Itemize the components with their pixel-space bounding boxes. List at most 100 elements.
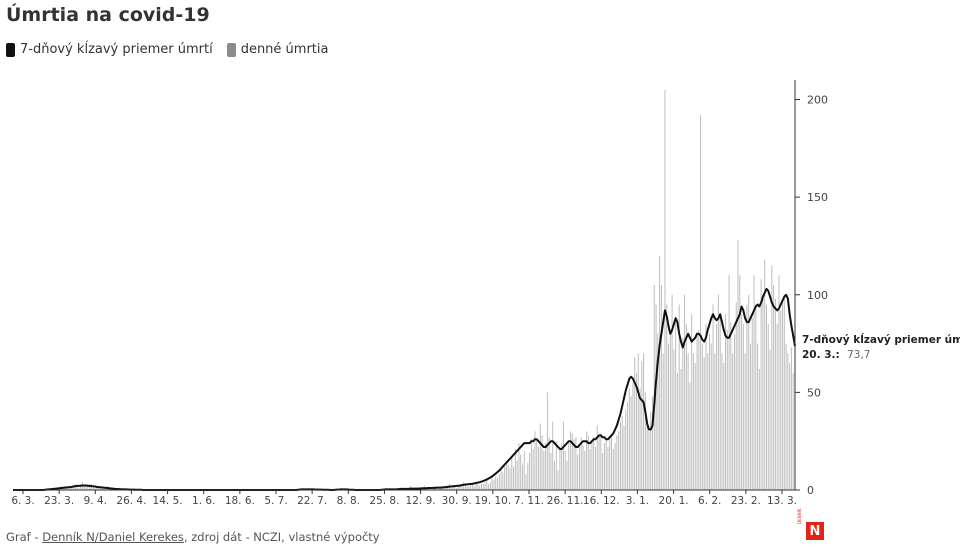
daily-deaths-bar: [486, 480, 488, 490]
daily-deaths-bar: [561, 443, 563, 490]
daily-deaths-bar: [664, 89, 666, 490]
daily-deaths-bar: [783, 294, 785, 490]
daily-deaths-bar: [443, 488, 445, 490]
daily-deaths-bar: [605, 439, 607, 490]
daily-deaths-bar: [479, 486, 481, 490]
legend-label-moving-average: 7-dňový kĺzavý priemer úmrtí: [20, 42, 213, 57]
x-tick-label: 1. 6.: [192, 495, 215, 507]
daily-deaths-bar: [488, 484, 490, 490]
daily-deaths-bar: [673, 349, 675, 490]
daily-deaths-bar: [94, 488, 96, 490]
daily-deaths-bar: [612, 449, 614, 490]
daily-deaths-bar: [464, 484, 466, 490]
daily-deaths-bar: [591, 441, 593, 490]
daily-deaths-bar: [507, 464, 509, 490]
author-link[interactable]: Denník N/Daniel Kerekes: [42, 530, 184, 544]
daily-deaths-bar: [594, 447, 596, 490]
daily-deaths-bar: [578, 447, 580, 490]
daily-deaths-bar: [616, 435, 618, 490]
daily-deaths-bar: [570, 431, 572, 490]
daily-deaths-bar: [766, 304, 767, 490]
daily-deaths-bar: [657, 333, 659, 490]
daily-deaths-bar: [566, 460, 568, 490]
daily-deaths-bar: [653, 285, 655, 490]
daily-deaths-bar: [625, 409, 627, 490]
legend-swatch-daily-deaths: [226, 42, 236, 57]
daily-deaths-bar: [694, 363, 696, 490]
daily-deaths-bar: [602, 452, 604, 490]
daily-deaths-bars: [46, 89, 796, 490]
daily-deaths-bar: [698, 329, 700, 490]
daily-deaths-bar: [557, 470, 559, 490]
daily-deaths-bar: [562, 421, 564, 490]
annotation-date: 20. 3.:: [802, 349, 840, 361]
daily-deaths-bar: [627, 402, 629, 490]
daily-deaths-bar: [546, 392, 548, 490]
daily-deaths-bar: [554, 460, 556, 490]
daily-deaths-bar: [525, 474, 527, 490]
daily-deaths-bar: [513, 466, 515, 490]
daily-deaths-bar: [484, 482, 486, 490]
x-tick-label: 25. 8.: [369, 495, 399, 507]
daily-deaths-bar: [568, 443, 570, 490]
daily-deaths-bar: [611, 435, 613, 490]
daily-deaths-bar: [593, 437, 595, 490]
x-tick-label: 23. 3.: [44, 495, 74, 507]
daily-deaths-bar: [619, 421, 621, 490]
x-tick-label: 16. 12.: [583, 495, 620, 507]
daily-deaths-bar: [603, 443, 605, 490]
daily-deaths-bar: [687, 353, 689, 490]
daily-deaths-bar: [675, 318, 677, 490]
daily-deaths-bar: [432, 488, 434, 490]
daily-deaths-bar: [555, 441, 557, 490]
daily-deaths-bar: [452, 486, 454, 490]
y-axis-ticks: 0 50 100 150 200: [795, 94, 828, 497]
daily-deaths-bar: [643, 353, 645, 490]
daily-deaths-bar: [489, 482, 491, 490]
daily-deaths-bar: [575, 437, 577, 490]
daily-deaths-bar: [530, 439, 532, 490]
daily-deaths-bar: [447, 486, 449, 490]
daily-deaths-bar: [767, 324, 769, 490]
daily-deaths-bar: [472, 484, 474, 490]
x-tick-label: 6. 2.: [698, 495, 721, 507]
daily-deaths-bar: [440, 488, 442, 490]
source-footer: Graf - Denník N/Daniel Kerekes, zdroj dá…: [6, 530, 380, 544]
daily-deaths-bar: [550, 452, 552, 490]
daily-deaths-bar: [764, 259, 766, 490]
legend-item-moving-average[interactable]: 7-dňový kĺzavý priemer úmrtí: [6, 42, 213, 57]
daily-deaths-bar: [792, 372, 794, 490]
daily-deaths-bar: [785, 343, 787, 490]
y-tick-label: 150: [807, 191, 828, 204]
legend-item-daily-deaths[interactable]: denné úmrtia: [226, 42, 329, 57]
daily-deaths-bar: [534, 431, 536, 490]
daily-deaths-bar: [753, 275, 755, 490]
daily-deaths-bar: [105, 488, 107, 490]
daily-deaths-bar: [87, 486, 89, 490]
daily-deaths-bar: [498, 474, 500, 490]
daily-deaths-bar: [716, 324, 718, 490]
x-tick-label: 8. 8.: [337, 495, 360, 507]
daily-deaths-bar: [607, 447, 609, 490]
daily-deaths-bar: [773, 285, 775, 490]
daily-deaths-bar: [774, 298, 776, 490]
daily-deaths-bar: [634, 357, 636, 490]
x-tick-label: 13. 3.: [767, 495, 797, 507]
last-value-annotation: 7-dňový kĺzavý priemer úmrtí 20. 3.: 73,…: [802, 333, 960, 361]
daily-deaths-bar: [668, 343, 670, 490]
y-tick-label: 200: [807, 94, 828, 107]
daily-deaths-bar: [717, 294, 719, 490]
daily-deaths-bar: [614, 443, 616, 490]
footer-suffix: , zdroj dát - NCZI, vlastné výpočty: [183, 530, 380, 544]
daily-deaths-bar: [682, 337, 684, 490]
daily-deaths-bar: [587, 435, 589, 490]
daily-deaths-bar: [660, 285, 662, 490]
daily-deaths-bar: [678, 304, 680, 490]
daily-deaths-bar: [733, 333, 735, 490]
daily-deaths-bar: [639, 388, 641, 490]
daily-deaths-bar: [707, 353, 709, 490]
daily-deaths-bar: [521, 464, 523, 490]
y-tick-label: 100: [807, 289, 828, 302]
legend-label-daily-deaths: denné úmrtia: [240, 42, 329, 57]
daily-deaths-bar: [700, 115, 702, 490]
